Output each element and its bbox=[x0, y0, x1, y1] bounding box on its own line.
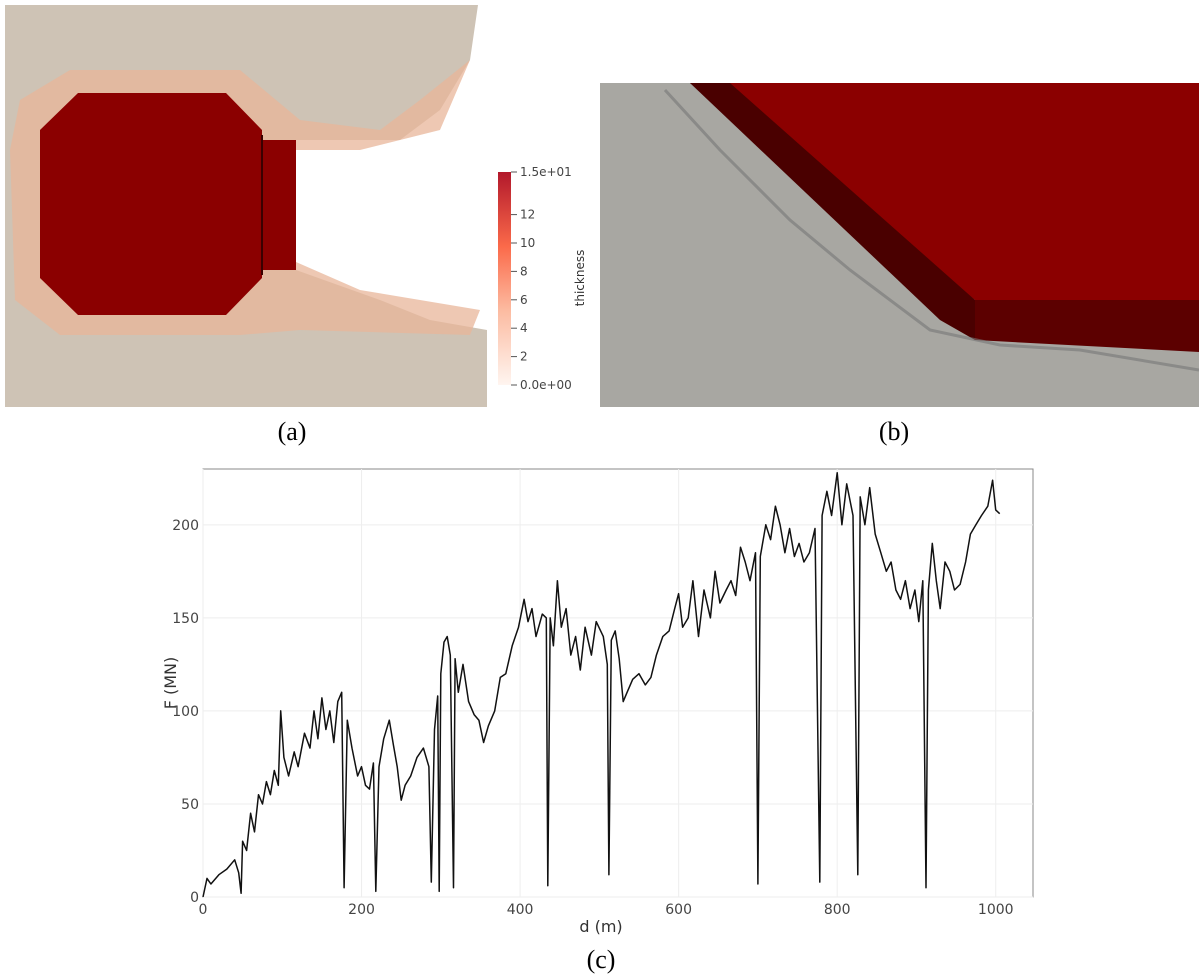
caption: (a) bbox=[278, 417, 307, 446]
y-axis-title: F (MN) bbox=[161, 657, 180, 710]
x-tick-label: 200 bbox=[348, 902, 375, 918]
panel-b-image bbox=[600, 83, 1199, 407]
colorbar-tick-label: 10 bbox=[520, 236, 535, 250]
colorbar bbox=[498, 172, 511, 385]
figure: thickness (a) (b) d (m) F (MN) (c) 1.5e+… bbox=[0, 0, 1199, 978]
page: thickness (a) (b) d (m) F (MN) (c) 1.5e+… bbox=[0, 0, 1199, 978]
colorbar-tick-label: 8 bbox=[520, 264, 528, 278]
y-tick-label: 100 bbox=[172, 704, 199, 720]
x-tick-label: 800 bbox=[824, 902, 851, 918]
x-tick-label: 1000 bbox=[978, 902, 1014, 918]
caption: (b) bbox=[879, 417, 909, 446]
colorbar-tick-label: 1.5e+01 bbox=[520, 165, 572, 179]
data-line bbox=[203, 473, 1000, 897]
x-tick-label: 400 bbox=[507, 902, 534, 918]
colorbar-tick-label: 2 bbox=[520, 350, 528, 364]
colorbar-label: thickness bbox=[573, 250, 587, 307]
caption: (c) bbox=[587, 945, 616, 974]
colorbar-tick-label: 4 bbox=[520, 321, 528, 335]
y-tick-label: 150 bbox=[172, 611, 199, 627]
panel-a-image bbox=[5, 5, 487, 407]
plot-frame bbox=[203, 469, 1033, 897]
x-tick-label: 0 bbox=[199, 902, 208, 918]
colorbar-tick-label: 0.0e+00 bbox=[520, 378, 572, 392]
colorbar-tick-label: 6 bbox=[520, 293, 528, 307]
x-axis-title: d (m) bbox=[579, 917, 622, 936]
x-tick-label: 600 bbox=[665, 902, 692, 918]
y-tick-label: 200 bbox=[172, 518, 199, 534]
y-tick-label: 50 bbox=[181, 797, 199, 813]
colorbar-tick-label: 12 bbox=[520, 208, 535, 222]
